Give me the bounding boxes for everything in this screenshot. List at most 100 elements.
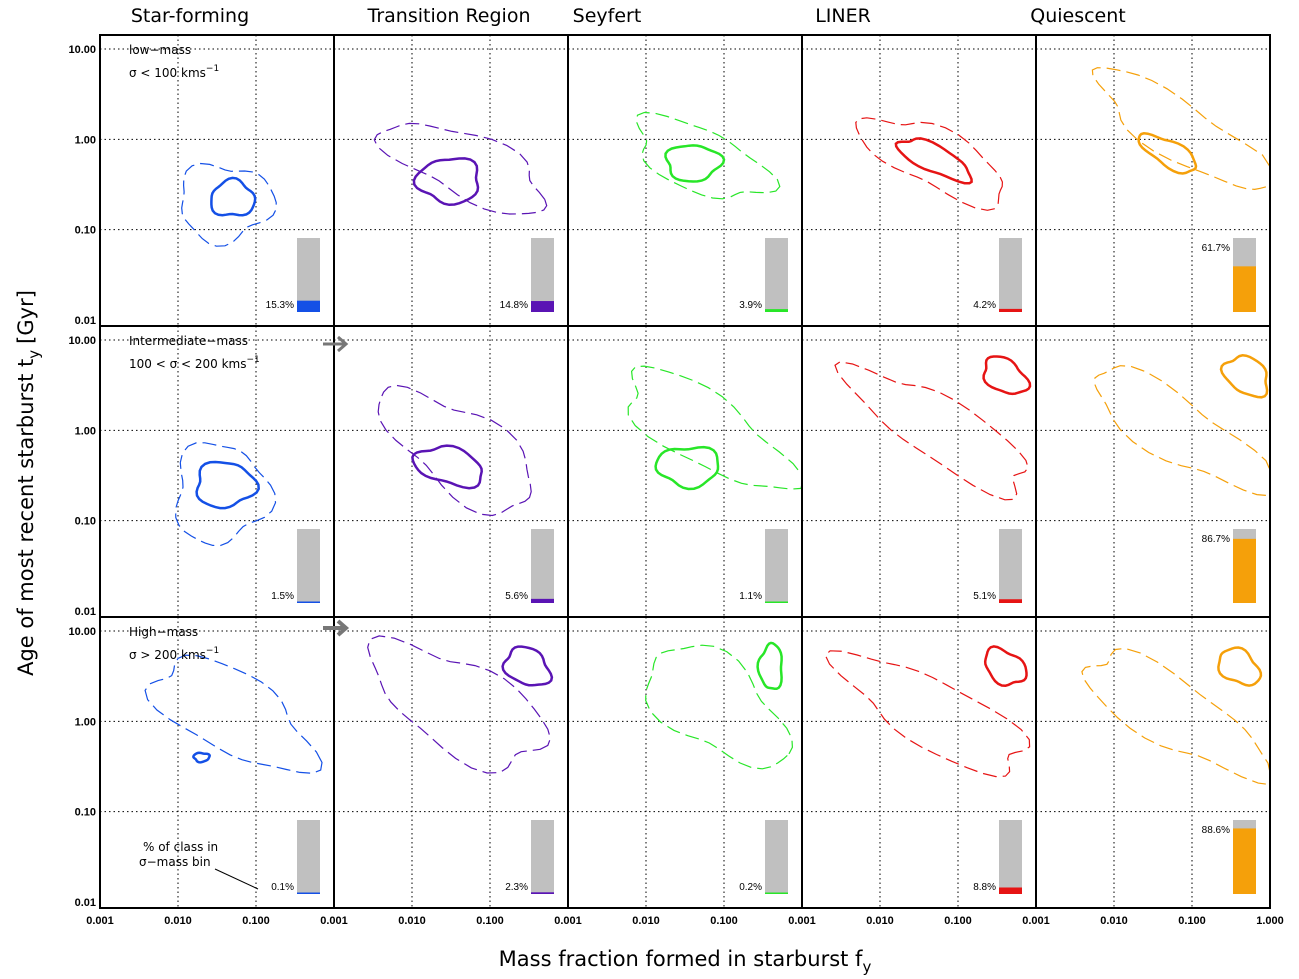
y-tick-label: 0.01 <box>75 606 96 618</box>
contour-outer <box>645 644 794 770</box>
fraction-label: 3.9% <box>739 300 762 311</box>
row-label-sigma: σ > 200 kms <box>129 648 206 662</box>
contour-outer <box>144 654 323 774</box>
contour-inner <box>983 645 1028 687</box>
column-title: LINER <box>815 5 871 27</box>
contour-outer <box>834 361 1029 501</box>
contour-inner <box>982 355 1032 396</box>
contour-inner <box>501 645 554 687</box>
contour-outer <box>824 650 1031 778</box>
row-label-sup: −1 <box>206 646 219 656</box>
row-label: low−mass <box>129 43 191 57</box>
fraction-bar-fill <box>297 601 320 603</box>
column-titles: Star-forming Transition Region Seyfert LINE… <box>131 5 1126 27</box>
y-tick-label: 10.00 <box>68 335 96 347</box>
contour-outer <box>1093 365 1270 497</box>
fraction-bar-fill <box>1233 538 1256 603</box>
contour-outer <box>635 111 781 200</box>
contour-inner <box>1219 354 1269 399</box>
contour-inner <box>192 751 212 764</box>
arrow-markers <box>323 335 350 637</box>
row-label: High−mass <box>129 625 198 639</box>
axis-labels: Mass fraction formed in starburst fy Age… <box>14 290 871 976</box>
panel: 0.1% 0.01 0.10 1.00 10.00 High−mass σ > 200 km… <box>68 616 335 927</box>
contour-inner <box>664 144 726 183</box>
contour-inner <box>195 460 260 510</box>
contour-inner <box>654 445 720 491</box>
panel: 5.6% <box>333 325 569 618</box>
y-tick-label: 0.10 <box>75 516 96 528</box>
x-tick-label: 0.100 <box>242 915 270 927</box>
fraction-label: 2.3% <box>505 882 528 893</box>
fraction-bar-fill <box>765 601 788 603</box>
x-tick-label: 0.010 <box>1100 915 1128 927</box>
row-label: σ > 200 kms−1 <box>129 646 219 662</box>
contour-inner <box>411 444 483 490</box>
annotation: % of class inσ−mass bin <box>139 840 259 890</box>
contour-outer <box>367 635 552 774</box>
annotation-pointer <box>214 868 259 890</box>
x-tick-label: 0.010 <box>632 915 660 927</box>
fraction-bar-bg <box>531 529 554 603</box>
fraction-bar-bg <box>999 529 1022 603</box>
fraction-bar-bg <box>531 820 554 894</box>
fraction-bar-fill <box>1233 266 1256 312</box>
y-tick-label: 0.10 <box>75 225 96 237</box>
panel: 5.1% <box>801 325 1037 618</box>
panel: 1.5% 0.01 0.10 1.00 10.00 Intermediate−mass 10… <box>68 325 335 618</box>
row-label: Intermediate−mass <box>129 334 248 348</box>
panel-grid: 15.3% 0.01 0.10 1.00 10.00 low−mass σ < 100 km… <box>68 34 1284 927</box>
fraction-label: 5.1% <box>973 591 996 602</box>
column-title: Seyfert <box>573 5 642 27</box>
fraction-bar-bg <box>531 238 554 312</box>
contour-inner <box>1217 646 1263 687</box>
fraction-bar-bg <box>765 529 788 603</box>
panel: 15.3% 0.01 0.10 1.00 10.00 low−mass σ < 100 km… <box>68 34 335 327</box>
panel: 1.1% <box>567 325 803 618</box>
arrow-icon <box>323 619 350 637</box>
x-tick-label: 0.001 <box>554 915 582 927</box>
fraction-label: 8.8% <box>973 882 996 893</box>
fraction-bar-fill <box>531 301 554 312</box>
panel: 14.8% <box>333 34 569 327</box>
fraction-bar-fill <box>999 887 1022 894</box>
contour-inner <box>756 641 783 690</box>
fraction-bar-bg <box>999 820 1022 894</box>
x-tick-label: 0.100 <box>710 915 738 927</box>
x-tick-label: 0.001 <box>320 915 348 927</box>
panel-frame <box>1035 616 1271 909</box>
y-tick-label: 10.00 <box>68 44 96 56</box>
fraction-bar-fill <box>999 599 1022 603</box>
contour-outer <box>174 442 277 547</box>
y-tick-label: 0.10 <box>75 807 96 819</box>
fraction-bar-fill <box>765 892 788 894</box>
fraction-label: 61.7% <box>1202 243 1230 254</box>
column-title: Transition Region <box>367 5 531 27</box>
x-tick-label: 0.001 <box>1022 915 1050 927</box>
fraction-bar-fill <box>765 309 788 312</box>
x-tick-label: 0.010 <box>164 915 192 927</box>
arrow-icon <box>323 335 349 353</box>
contour-outer <box>1091 67 1270 191</box>
fraction-bar-bg <box>297 529 320 603</box>
row-label-sigma: 100 < σ < 200 kms <box>129 357 247 371</box>
fraction-label: 1.5% <box>271 591 294 602</box>
row-label: σ < 100 kms−1 <box>129 64 219 80</box>
fraction-label: 86.7% <box>1202 534 1230 545</box>
y-tick-label: 10.00 <box>68 626 96 638</box>
panel: 8.8% 0.001 0.010 0.100 <box>788 616 1037 927</box>
contour-outer <box>373 122 548 215</box>
fraction-label: 0.2% <box>739 882 762 893</box>
panel: 4.2% <box>801 34 1037 327</box>
contour-inner <box>412 157 480 207</box>
fraction-label: 5.6% <box>505 591 528 602</box>
x-axis-label: Mass fraction formed in starburst fy <box>499 947 872 976</box>
panel: 3.9% <box>567 34 803 327</box>
x-tick-label: 0.010 <box>398 915 426 927</box>
contour-inner <box>894 137 973 185</box>
fraction-bar-bg <box>297 238 320 312</box>
contour-outer <box>1081 647 1270 786</box>
fraction-bar-bg <box>297 820 320 894</box>
panel: 2.3% 0.001 0.010 0.100 <box>320 616 569 927</box>
